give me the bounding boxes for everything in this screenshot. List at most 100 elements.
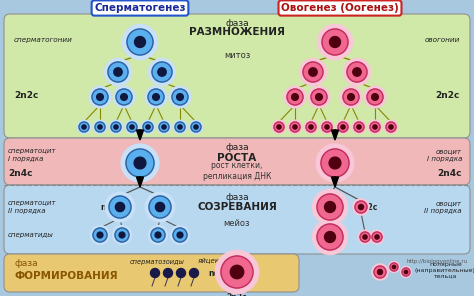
Circle shape [389, 262, 400, 272]
Circle shape [372, 264, 388, 280]
Circle shape [358, 230, 372, 244]
Circle shape [164, 268, 173, 278]
Circle shape [122, 25, 157, 59]
Text: I порядка: I порядка [8, 156, 44, 162]
Circle shape [375, 235, 379, 239]
Circle shape [127, 122, 137, 132]
Circle shape [155, 202, 164, 212]
Circle shape [191, 122, 201, 132]
Circle shape [367, 89, 383, 105]
Circle shape [104, 59, 131, 86]
Circle shape [390, 263, 398, 271]
Circle shape [159, 122, 169, 132]
Circle shape [97, 94, 103, 100]
Circle shape [116, 89, 132, 105]
Circle shape [194, 125, 198, 129]
Circle shape [79, 122, 89, 132]
Circle shape [372, 232, 382, 242]
Circle shape [384, 120, 398, 134]
Text: овоцит: овоцит [436, 200, 462, 206]
Circle shape [177, 94, 183, 100]
Circle shape [274, 122, 284, 132]
Circle shape [126, 149, 154, 177]
Text: зигота: зигота [225, 287, 249, 293]
Circle shape [98, 125, 102, 129]
Polygon shape [331, 130, 338, 140]
Circle shape [151, 228, 165, 242]
Circle shape [303, 62, 323, 82]
Circle shape [169, 86, 191, 108]
Circle shape [115, 228, 129, 242]
Circle shape [316, 94, 322, 100]
Circle shape [121, 144, 159, 182]
Text: РОСТА: РОСТА [218, 153, 256, 163]
Circle shape [325, 125, 329, 129]
Circle shape [93, 228, 107, 242]
Circle shape [114, 125, 118, 129]
Text: 2n4c: 2n4c [8, 168, 33, 178]
Circle shape [177, 232, 183, 238]
Circle shape [325, 202, 336, 213]
Circle shape [143, 122, 153, 132]
Text: Овогенез (Оогенез): Овогенез (Оогенез) [281, 3, 399, 13]
Text: nc: nc [100, 231, 110, 239]
Circle shape [277, 125, 281, 129]
Text: сперматоцит: сперматоцит [8, 148, 56, 154]
FancyBboxPatch shape [4, 254, 299, 292]
Circle shape [149, 196, 171, 218]
Circle shape [92, 89, 108, 105]
Text: ФОРМИРОВАНИЯ: ФОРМИРОВАНИЯ [15, 271, 118, 281]
Circle shape [389, 125, 393, 129]
Circle shape [130, 125, 134, 129]
Text: рост клетки,
репликация ДНК: рост клетки, репликация ДНК [203, 161, 271, 181]
Circle shape [146, 125, 150, 129]
Circle shape [162, 125, 166, 129]
Circle shape [172, 89, 188, 105]
Circle shape [288, 120, 302, 134]
Circle shape [347, 94, 355, 100]
Text: фаза: фаза [225, 18, 249, 28]
Circle shape [370, 230, 384, 244]
Text: II порядка: II порядка [8, 208, 46, 214]
Circle shape [109, 196, 131, 218]
Text: II порядка: II порядка [425, 208, 462, 214]
Circle shape [287, 89, 303, 105]
Circle shape [155, 232, 161, 238]
Circle shape [309, 68, 317, 76]
Circle shape [109, 120, 123, 134]
Circle shape [353, 68, 361, 76]
FancyBboxPatch shape [4, 138, 470, 185]
Text: сперматогонии: сперматогонии [14, 37, 73, 43]
Circle shape [292, 94, 298, 100]
Circle shape [355, 201, 367, 213]
Circle shape [111, 122, 121, 132]
Text: мейоз: мейоз [224, 218, 250, 228]
Circle shape [125, 120, 139, 134]
Circle shape [368, 120, 382, 134]
Circle shape [402, 268, 410, 276]
Text: митоз: митоз [224, 51, 250, 59]
Circle shape [178, 125, 182, 129]
Circle shape [82, 125, 86, 129]
Circle shape [363, 235, 367, 239]
Circle shape [322, 29, 348, 55]
Circle shape [230, 265, 244, 279]
Text: овоцит: овоцит [436, 148, 462, 154]
Circle shape [93, 120, 107, 134]
Text: I порядка: I порядка [427, 156, 462, 162]
Text: сперматоцит: сперматоцит [8, 200, 56, 206]
Circle shape [176, 268, 185, 278]
Circle shape [336, 120, 350, 134]
Circle shape [372, 94, 378, 100]
Circle shape [377, 269, 383, 274]
Circle shape [112, 226, 131, 244]
FancyBboxPatch shape [4, 14, 470, 138]
Circle shape [158, 68, 166, 76]
Circle shape [173, 228, 187, 242]
Circle shape [344, 59, 371, 86]
Circle shape [148, 226, 167, 244]
Text: nc: nc [362, 231, 372, 239]
Circle shape [272, 120, 286, 134]
Circle shape [148, 89, 164, 105]
Text: n2c: n2c [362, 202, 377, 212]
